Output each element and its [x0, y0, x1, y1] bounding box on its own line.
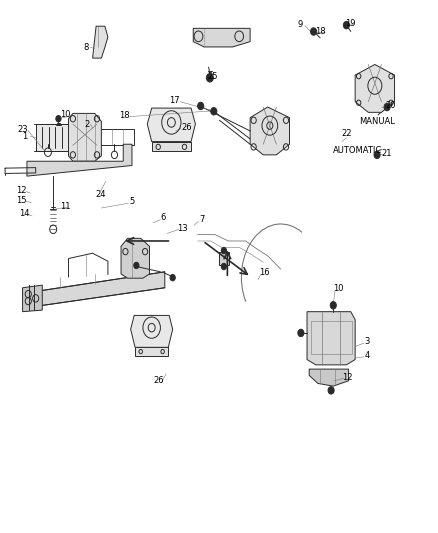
Circle shape: [221, 247, 226, 254]
Polygon shape: [135, 348, 168, 356]
Text: 6: 6: [160, 213, 166, 222]
Circle shape: [206, 74, 213, 82]
Polygon shape: [308, 369, 348, 386]
Text: 26: 26: [181, 123, 191, 132]
Polygon shape: [147, 108, 195, 142]
Text: 25: 25: [207, 71, 218, 80]
Text: 19: 19: [345, 19, 355, 28]
Text: 16: 16: [258, 269, 269, 277]
Text: 7: 7: [199, 215, 204, 224]
Text: 4: 4: [364, 351, 369, 360]
Text: 8: 8: [83, 43, 88, 52]
Text: 24: 24: [95, 190, 106, 199]
Polygon shape: [131, 316, 172, 348]
Circle shape: [170, 274, 175, 281]
Text: 2: 2: [84, 119, 89, 128]
Circle shape: [383, 103, 389, 111]
Circle shape: [210, 108, 216, 115]
Text: 20: 20: [385, 101, 396, 110]
Polygon shape: [22, 285, 42, 312]
Text: 3: 3: [364, 337, 369, 346]
Text: 12: 12: [342, 373, 352, 382]
Text: 17: 17: [169, 96, 180, 105]
Polygon shape: [25, 272, 164, 308]
Polygon shape: [306, 312, 354, 365]
Polygon shape: [193, 28, 250, 47]
Circle shape: [343, 21, 349, 29]
Text: AUTOMATIC: AUTOMATIC: [332, 146, 381, 155]
Text: 1: 1: [22, 132, 27, 141]
Text: 22: 22: [340, 129, 351, 138]
Circle shape: [310, 28, 316, 35]
Text: 26: 26: [152, 376, 163, 385]
Circle shape: [197, 102, 203, 110]
Text: 5: 5: [129, 197, 134, 206]
Text: 23: 23: [17, 125, 28, 134]
Polygon shape: [250, 107, 289, 155]
Circle shape: [327, 386, 333, 394]
Polygon shape: [121, 238, 149, 278]
Polygon shape: [68, 114, 101, 161]
Text: 10: 10: [332, 284, 343, 293]
Text: 18: 18: [119, 111, 129, 120]
Text: MANUAL: MANUAL: [359, 117, 395, 126]
Text: 13: 13: [177, 224, 187, 233]
Polygon shape: [92, 26, 108, 58]
Text: 21: 21: [381, 149, 391, 158]
Text: 10: 10: [60, 110, 71, 119]
Text: 18: 18: [314, 27, 325, 36]
Text: 15: 15: [16, 196, 27, 205]
Text: 11: 11: [60, 203, 71, 212]
Circle shape: [221, 263, 226, 270]
Text: 14: 14: [19, 209, 30, 218]
Circle shape: [329, 302, 336, 309]
Circle shape: [134, 262, 139, 269]
Circle shape: [56, 116, 61, 122]
Polygon shape: [35, 124, 68, 151]
Circle shape: [297, 329, 303, 337]
Circle shape: [373, 151, 379, 159]
Polygon shape: [218, 252, 229, 265]
Polygon shape: [27, 144, 132, 176]
Text: 9: 9: [297, 20, 302, 29]
Text: 12: 12: [16, 186, 27, 195]
Polygon shape: [354, 64, 394, 112]
Polygon shape: [151, 142, 191, 151]
